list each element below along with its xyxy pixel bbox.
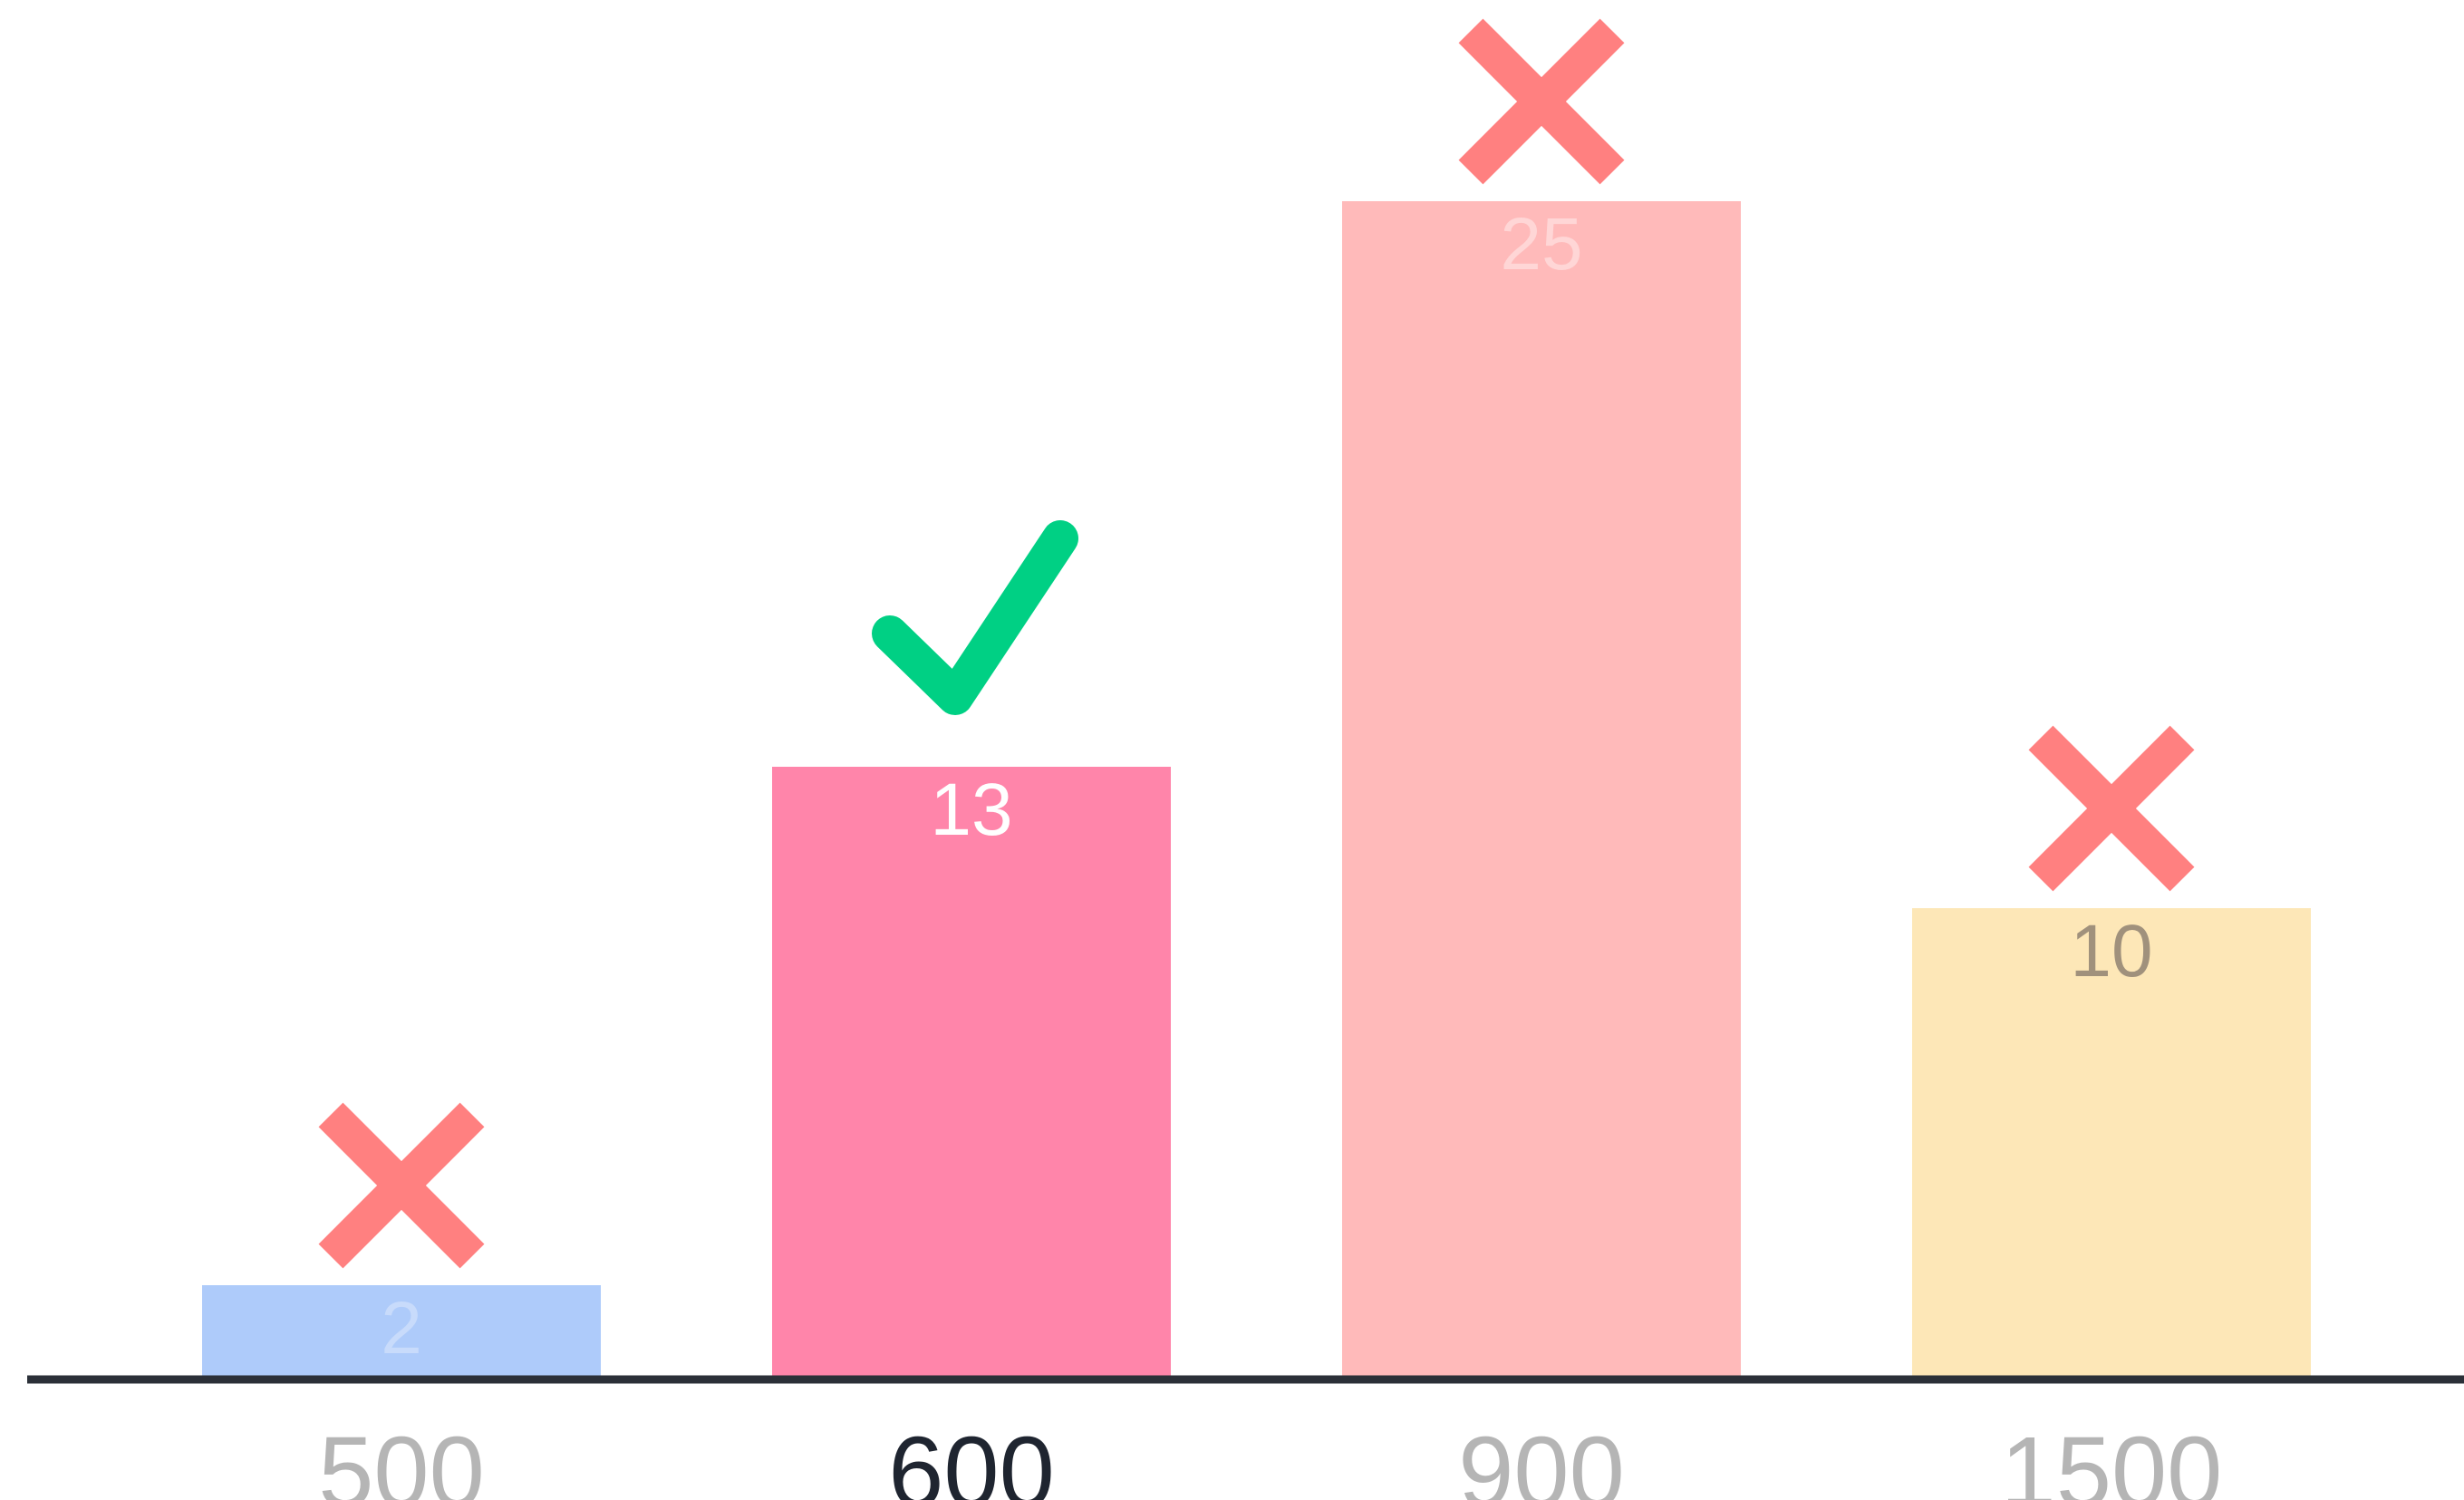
value-labels-group: 2 13 25 10 <box>381 203 2152 1369</box>
cross-icon <box>2028 725 2195 892</box>
bars-group <box>202 201 2311 1379</box>
bar-1500 <box>1912 908 2311 1379</box>
value-label-500: 2 <box>381 1287 422 1369</box>
value-label-600: 13 <box>930 769 1012 851</box>
check-icon <box>872 520 1078 715</box>
bar-600 <box>772 767 1171 1379</box>
value-label-900: 25 <box>1500 203 1582 285</box>
x-tick-labels-group: 500 600 900 1500 <box>318 1417 2222 1500</box>
x-tick-label-600: 600 <box>888 1417 1055 1500</box>
x-tick-label-900: 900 <box>1458 1417 1625 1500</box>
x-tick-label-500: 500 <box>318 1417 485 1500</box>
cross-icon <box>1458 18 1625 185</box>
value-label-1500: 10 <box>2070 910 2152 992</box>
bar-900 <box>1342 201 1741 1379</box>
x-tick-label-1500: 1500 <box>2001 1417 2223 1500</box>
markers-group <box>318 18 2195 1269</box>
cross-icon <box>318 1102 485 1269</box>
bar-500 <box>202 1285 601 1379</box>
